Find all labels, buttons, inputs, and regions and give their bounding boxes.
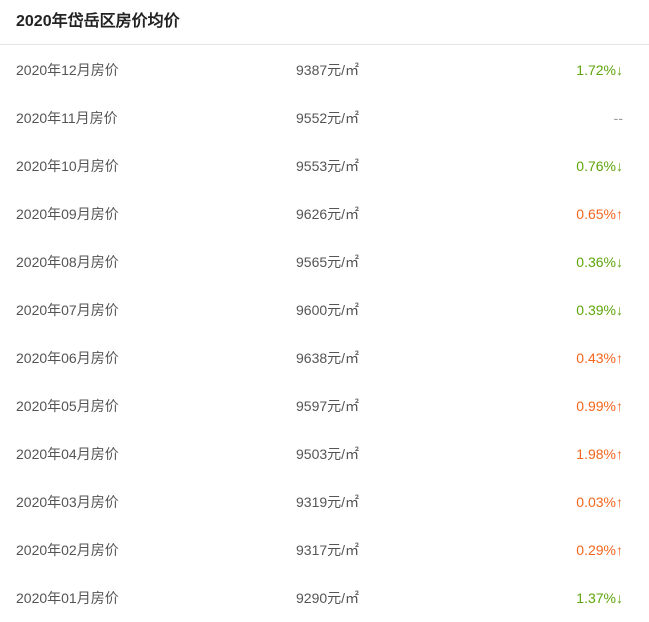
table-row: 2020年08月房价 9565元/㎡ 0.36%↓ <box>0 238 649 286</box>
change-value: 1.37%↓ <box>576 590 623 606</box>
page-title: 2020年岱岳区房价均价 <box>16 13 180 30</box>
month-label: 2020年06月房价 <box>16 350 119 366</box>
table-row: 2020年09月房价 9626元/㎡ 0.65%↑ <box>0 190 649 238</box>
price-value: 9319元/㎡ <box>296 494 360 510</box>
month-label: 2020年03月房价 <box>16 494 119 510</box>
change-value: 0.39%↓ <box>576 302 623 318</box>
month-label: 2020年08月房价 <box>16 254 119 270</box>
price-value: 9600元/㎡ <box>296 302 360 318</box>
table-row: 2020年10月房价 9553元/㎡ 0.76%↓ <box>0 142 649 190</box>
table-row: 2020年04月房价 9503元/㎡ 1.98%↑ <box>0 430 649 478</box>
price-value: 9552元/㎡ <box>296 110 360 126</box>
header: 2020年岱岳区房价均价 <box>0 0 649 45</box>
month-label: 2020年01月房价 <box>16 590 119 606</box>
month-label: 2020年02月房价 <box>16 542 119 558</box>
price-value: 9290元/㎡ <box>296 590 360 606</box>
price-value: 9317元/㎡ <box>296 542 360 558</box>
change-value: 1.72%↓ <box>576 62 623 78</box>
price-value: 9638元/㎡ <box>296 350 360 366</box>
table-row: 2020年05月房价 9597元/㎡ 0.99%↑ <box>0 382 649 430</box>
change-value: 1.98%↑ <box>576 446 623 462</box>
price-value: 9626元/㎡ <box>296 206 360 222</box>
price-value: 9597元/㎡ <box>296 398 360 414</box>
change-value: 0.29%↑ <box>576 542 623 558</box>
month-label: 2020年09月房价 <box>16 206 119 222</box>
table-row: 2020年01月房价 9290元/㎡ 1.37%↓ <box>0 574 649 622</box>
month-label: 2020年05月房价 <box>16 398 119 414</box>
table-row: 2020年11月房价 9552元/㎡ -- <box>0 94 649 142</box>
change-value: -- <box>613 110 623 126</box>
price-value: 9387元/㎡ <box>296 62 360 78</box>
change-value: 0.03%↑ <box>576 494 623 510</box>
table-row: 2020年07月房价 9600元/㎡ 0.39%↓ <box>0 286 649 334</box>
change-value: 0.43%↑ <box>576 350 623 366</box>
change-value: 0.36%↓ <box>576 254 623 270</box>
change-value: 0.99%↑ <box>576 398 623 414</box>
price-list: 2020年12月房价 9387元/㎡ 1.72%↓ 2020年11月房价 9552元/㎡… <box>0 45 649 622</box>
month-label: 2020年04月房价 <box>16 446 119 462</box>
month-label: 2020年11月房价 <box>16 110 118 126</box>
month-label: 2020年07月房价 <box>16 302 119 318</box>
table-row: 2020年12月房价 9387元/㎡ 1.72%↓ <box>0 46 649 94</box>
price-value: 9565元/㎡ <box>296 254 360 270</box>
table-row: 2020年06月房价 9638元/㎡ 0.43%↑ <box>0 334 649 382</box>
change-value: 0.76%↓ <box>576 158 623 174</box>
price-value: 9503元/㎡ <box>296 446 360 462</box>
table-row: 2020年03月房价 9319元/㎡ 0.03%↑ <box>0 478 649 526</box>
month-label: 2020年10月房价 <box>16 158 119 174</box>
price-value: 9553元/㎡ <box>296 158 360 174</box>
change-value: 0.65%↑ <box>576 206 623 222</box>
table-row: 2020年02月房价 9317元/㎡ 0.29%↑ <box>0 526 649 574</box>
month-label: 2020年12月房价 <box>16 62 119 78</box>
